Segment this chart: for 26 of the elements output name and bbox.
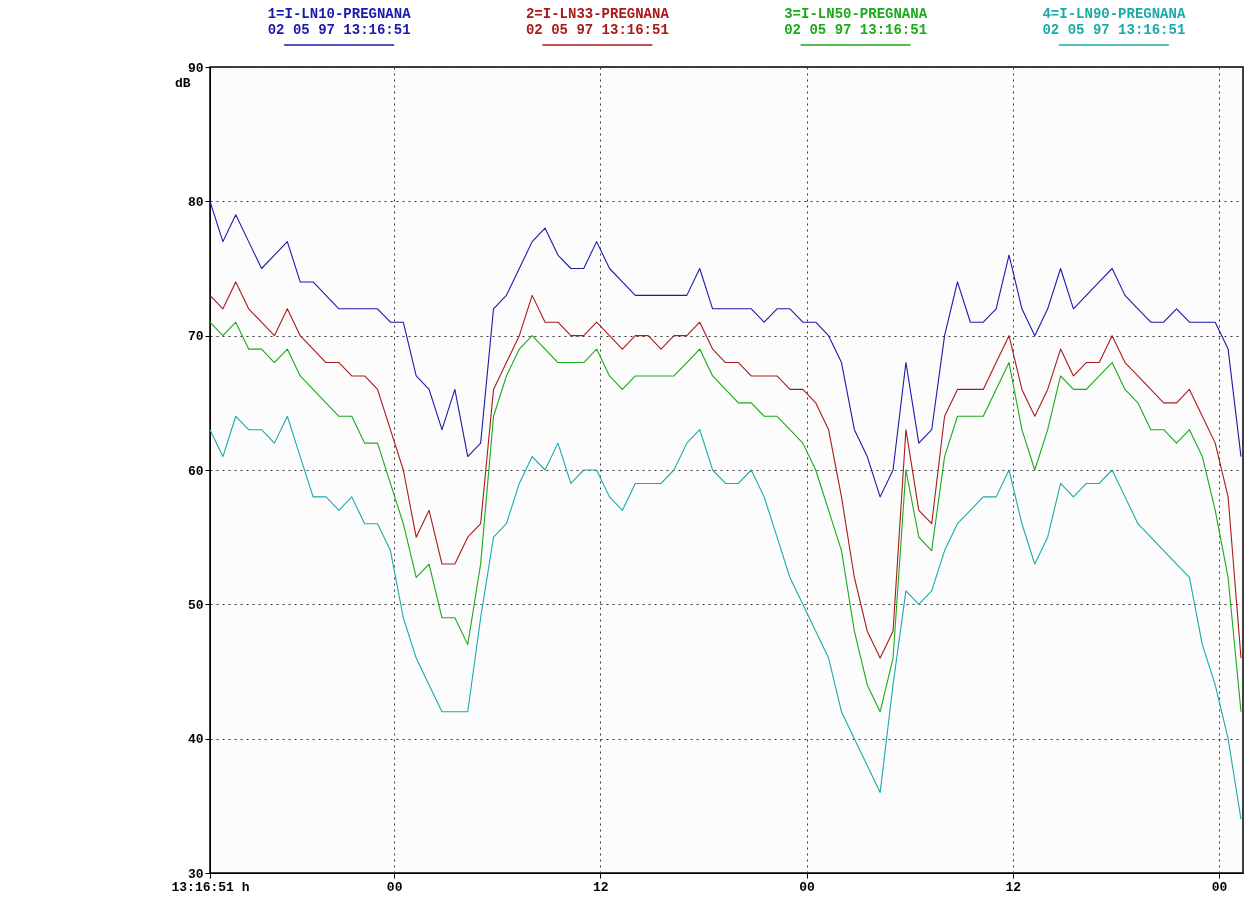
text: 02 05 97 13:16:51 <box>784 22 928 38</box>
y-tick-label: 90 <box>187 60 204 76</box>
text: 02 05 97 13:16:51 <box>1042 22 1186 38</box>
text: 1=I-LN10-PREGNANA <box>267 6 412 22</box>
x-tick-label: 00 <box>1211 879 1228 895</box>
text: 02 05 97 13:16:51 <box>525 22 669 38</box>
x-tick-label: 12 <box>1005 879 1022 895</box>
y-tick-label: 60 <box>187 463 204 479</box>
line-series <box>209 200 1242 498</box>
x-tick-label: 12 <box>593 879 609 895</box>
y-axis-title: dB <box>174 75 191 91</box>
y-tick-label: 70 <box>187 329 204 345</box>
x-tick-label: 00 <box>386 879 403 895</box>
y-tick-label: 50 <box>187 597 204 613</box>
y-tick-label: 80 <box>187 194 204 210</box>
line-series <box>209 281 1242 659</box>
y-tick-label: 40 <box>187 732 204 748</box>
text: 4=I-LN90-PREGNANA <box>1042 6 1186 22</box>
text: 2=I-LN33-PREGNANA <box>525 6 670 22</box>
line-series <box>209 415 1242 820</box>
line-series <box>209 321 1242 713</box>
text: 3=I-LN50-PREGNANA <box>784 6 928 22</box>
text: 02 05 97 13:16:51 <box>267 22 411 38</box>
x-tick-label: 00 <box>799 879 816 895</box>
x-tick-label: 13:16:51 h <box>171 879 250 895</box>
y-tick-label: 30 <box>187 866 204 882</box>
